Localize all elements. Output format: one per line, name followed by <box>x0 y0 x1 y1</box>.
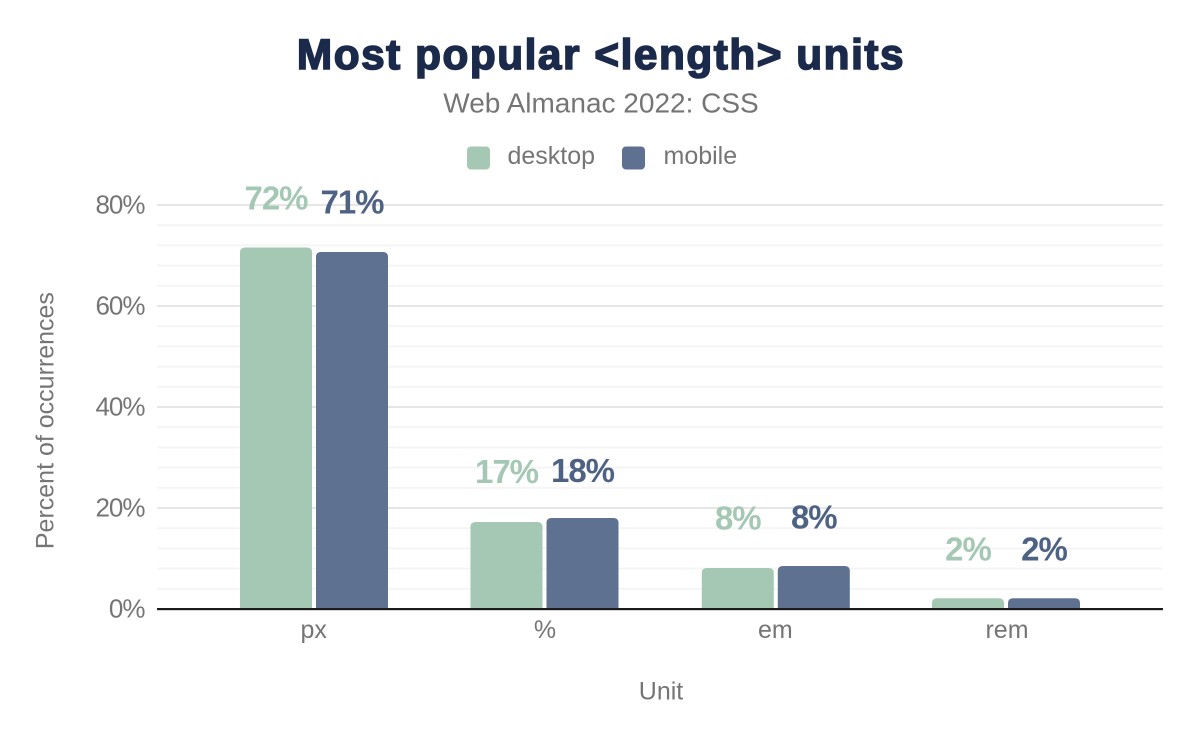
svg-text:em: em <box>758 616 793 644</box>
svg-text:8%: 8% <box>715 500 761 537</box>
svg-text:71%: 71% <box>320 184 384 221</box>
svg-text:px: px <box>300 616 327 644</box>
svg-text:desktop: desktop <box>508 142 596 170</box>
svg-text:%: % <box>534 616 556 644</box>
svg-text:72%: 72% <box>244 180 308 217</box>
svg-text:20%: 20% <box>95 492 145 522</box>
svg-text:18%: 18% <box>551 452 615 489</box>
svg-text:mobile: mobile <box>664 142 738 170</box>
svg-text:rem: rem <box>985 616 1028 644</box>
svg-text:Percent of occurrences: Percent of occurrences <box>32 292 60 549</box>
svg-text:2%: 2% <box>945 530 991 567</box>
svg-text:17%: 17% <box>475 453 539 490</box>
svg-text:Unit: Unit <box>639 678 684 706</box>
svg-text:80%: 80% <box>95 189 145 219</box>
svg-text:2%: 2% <box>1021 530 1067 567</box>
svg-text:40%: 40% <box>95 391 145 421</box>
svg-text:8%: 8% <box>791 499 837 536</box>
svg-text:60%: 60% <box>95 290 145 320</box>
svg-text:Most popular <length> units: Most popular <length> units <box>297 31 905 78</box>
svg-text:0%: 0% <box>109 593 145 623</box>
svg-text:Web Almanac 2022: CSS: Web Almanac 2022: CSS <box>443 88 758 119</box>
